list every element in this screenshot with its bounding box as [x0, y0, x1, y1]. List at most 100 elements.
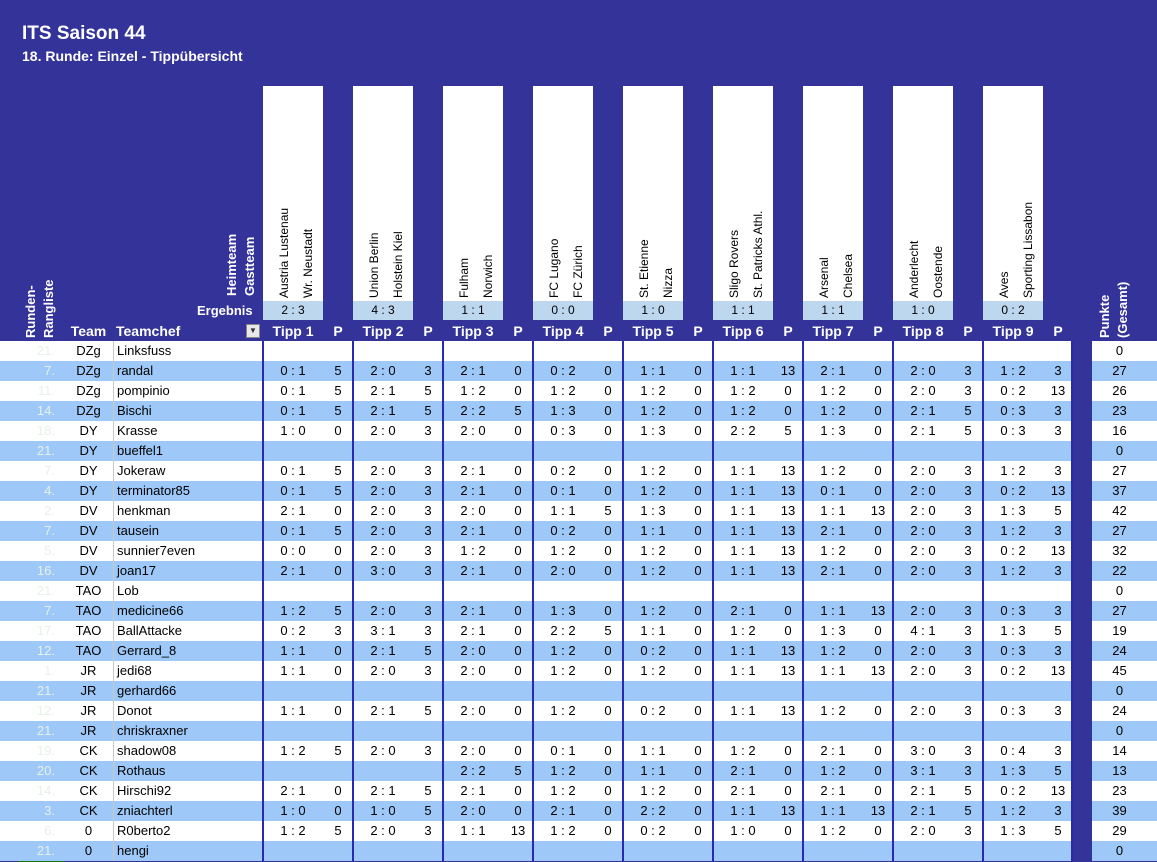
points-cell: 0 [874, 543, 882, 558]
team-cell: JR [80, 723, 97, 738]
column-divider [802, 341, 804, 862]
tip-cell: 3 : 0 [370, 563, 396, 578]
points-cell [593, 581, 623, 601]
tip-cell: 2 : 0 [460, 803, 486, 818]
points-cell: 3 [964, 823, 972, 838]
tip-cell: 0 : 2 [550, 363, 576, 378]
teamchef-cell: Bischi [113, 401, 263, 421]
tip-cell: 2 : 0 [910, 463, 936, 478]
points-cell: 0 [784, 623, 792, 638]
tip-cell: 0 : 3 [1000, 643, 1026, 658]
tipp-header: Tipp 7 [812, 323, 854, 339]
tip-cell: 2 : 0 [370, 463, 396, 478]
points-cell: 5 [1054, 823, 1062, 838]
teamchef-filter-dropdown[interactable]: ▼ [246, 324, 260, 338]
tip-cell [983, 581, 1043, 601]
points-cell: 13 [780, 563, 796, 578]
rank-cell: 17. [36, 623, 55, 638]
points-cell: 5 [604, 623, 612, 638]
tip-cell: 1 : 2 [1000, 803, 1026, 818]
away-team-label: Nizza [661, 267, 675, 298]
points-cell [953, 721, 983, 741]
match-header-box [983, 86, 1043, 301]
tip-cell: 2 : 1 [280, 563, 306, 578]
total-points-cell: 0 [1115, 723, 1124, 738]
points-cell: 0 [334, 643, 342, 658]
points-cell: 0 [694, 503, 702, 518]
points-cell [503, 721, 533, 741]
points-header: P [1053, 323, 1063, 339]
points-cell: 0 [334, 663, 342, 678]
points-cell: 3 [964, 623, 972, 638]
tip-cell: 0 : 2 [550, 523, 576, 538]
points-cell [683, 441, 713, 461]
points-cell: 0 [604, 403, 612, 418]
points-cell: 3 [1054, 743, 1062, 758]
points-cell: 13 [780, 803, 796, 818]
tip-cell: 2 : 0 [460, 703, 486, 718]
tip-cell: 1 : 2 [460, 383, 486, 398]
rangliste-label: Runden- Rangliste [23, 279, 56, 338]
tip-cell: 1 : 2 [820, 703, 846, 718]
table-row: 12. JR Donot 1 : 1 0 2 : 1 5 2 : 0 0 1 : 2 0 0 : 2 0… [0, 701, 1157, 721]
points-cell: 0 [604, 563, 612, 578]
points-cell: 5 [1054, 623, 1062, 638]
away-team-label: FC Zürich [571, 245, 585, 298]
table-row: 14. CK Hirschi92 2 : 1 0 2 : 1 5 2 : 1 0 1 : 2 0 1 … [0, 781, 1157, 801]
tip-cell: 2 : 1 [370, 703, 396, 718]
tip-cell [263, 581, 323, 601]
points-cell [323, 721, 353, 741]
tip-cell: 2 : 1 [280, 783, 306, 798]
rank-cell: 3. [44, 803, 55, 818]
tip-cell: 3 : 0 [910, 743, 936, 758]
points-cell: 3 [424, 483, 432, 498]
tip-cell [443, 581, 503, 601]
points-cell: 3 [424, 463, 432, 478]
team-cell: DZg [76, 343, 101, 358]
tip-cell: 2 : 0 [370, 423, 396, 438]
home-team-label: St. Etienne [637, 239, 651, 298]
tip-cell: 2 : 1 [460, 463, 486, 478]
points-cell: 5 [424, 643, 432, 658]
tip-cell: 2 : 0 [910, 503, 936, 518]
points-header: P [693, 323, 703, 339]
points-cell: 0 [514, 523, 522, 538]
team-cell: JR [80, 703, 97, 718]
points-cell [863, 341, 893, 361]
points-cell: 0 [514, 643, 522, 658]
team-cell: DV [79, 503, 98, 518]
tip-cell [803, 721, 863, 741]
points-cell: 13 [780, 703, 796, 718]
points-cell: 13 [780, 543, 796, 558]
table-row: 1. JR jedi68 1 : 1 0 2 : 0 3 2 : 0 0 1 : 2 0 1 : 2 0… [0, 661, 1157, 681]
tip-cell: 1 : 2 [820, 463, 846, 478]
tip-cell [983, 681, 1043, 701]
tip-cell: 1 : 3 [640, 423, 666, 438]
teamchef-cell: Krasse [113, 421, 263, 441]
points-cell: 13 [1050, 663, 1066, 678]
points-cell: 0 [874, 563, 882, 578]
tip-cell: 1 : 2 [820, 763, 846, 778]
points-cell: 0 [604, 783, 612, 798]
points-header: P [963, 323, 973, 339]
points-cell: 13 [870, 503, 886, 518]
rank-cell: 12. [36, 643, 55, 658]
column-divider [352, 341, 354, 862]
table-row: 12. TAO Gerrard_8 1 : 1 0 2 : 1 5 2 : 0 0 1 : 2 0 0… [0, 641, 1157, 661]
tip-cell: 2 : 0 [370, 823, 396, 838]
points-cell: 0 [874, 483, 882, 498]
points-cell: 0 [514, 803, 522, 818]
tip-cell: 2 : 0 [910, 363, 936, 378]
tip-cell: 2 : 0 [460, 503, 486, 518]
tip-cell: 0 : 2 [1000, 543, 1026, 558]
points-cell: 0 [604, 523, 612, 538]
tip-cell: 1 : 0 [370, 803, 396, 818]
punkte-label: Punkte (Gesamt) [1097, 281, 1130, 338]
page-title: ITS Saison 44 [22, 23, 146, 44]
tip-cell: 2 : 1 [460, 623, 486, 638]
points-cell: 5 [334, 363, 342, 378]
match-header-box [263, 86, 323, 301]
tip-cell: 2 : 1 [370, 383, 396, 398]
points-cell: 3 [964, 463, 972, 478]
tip-cell: 1 : 2 [730, 623, 756, 638]
